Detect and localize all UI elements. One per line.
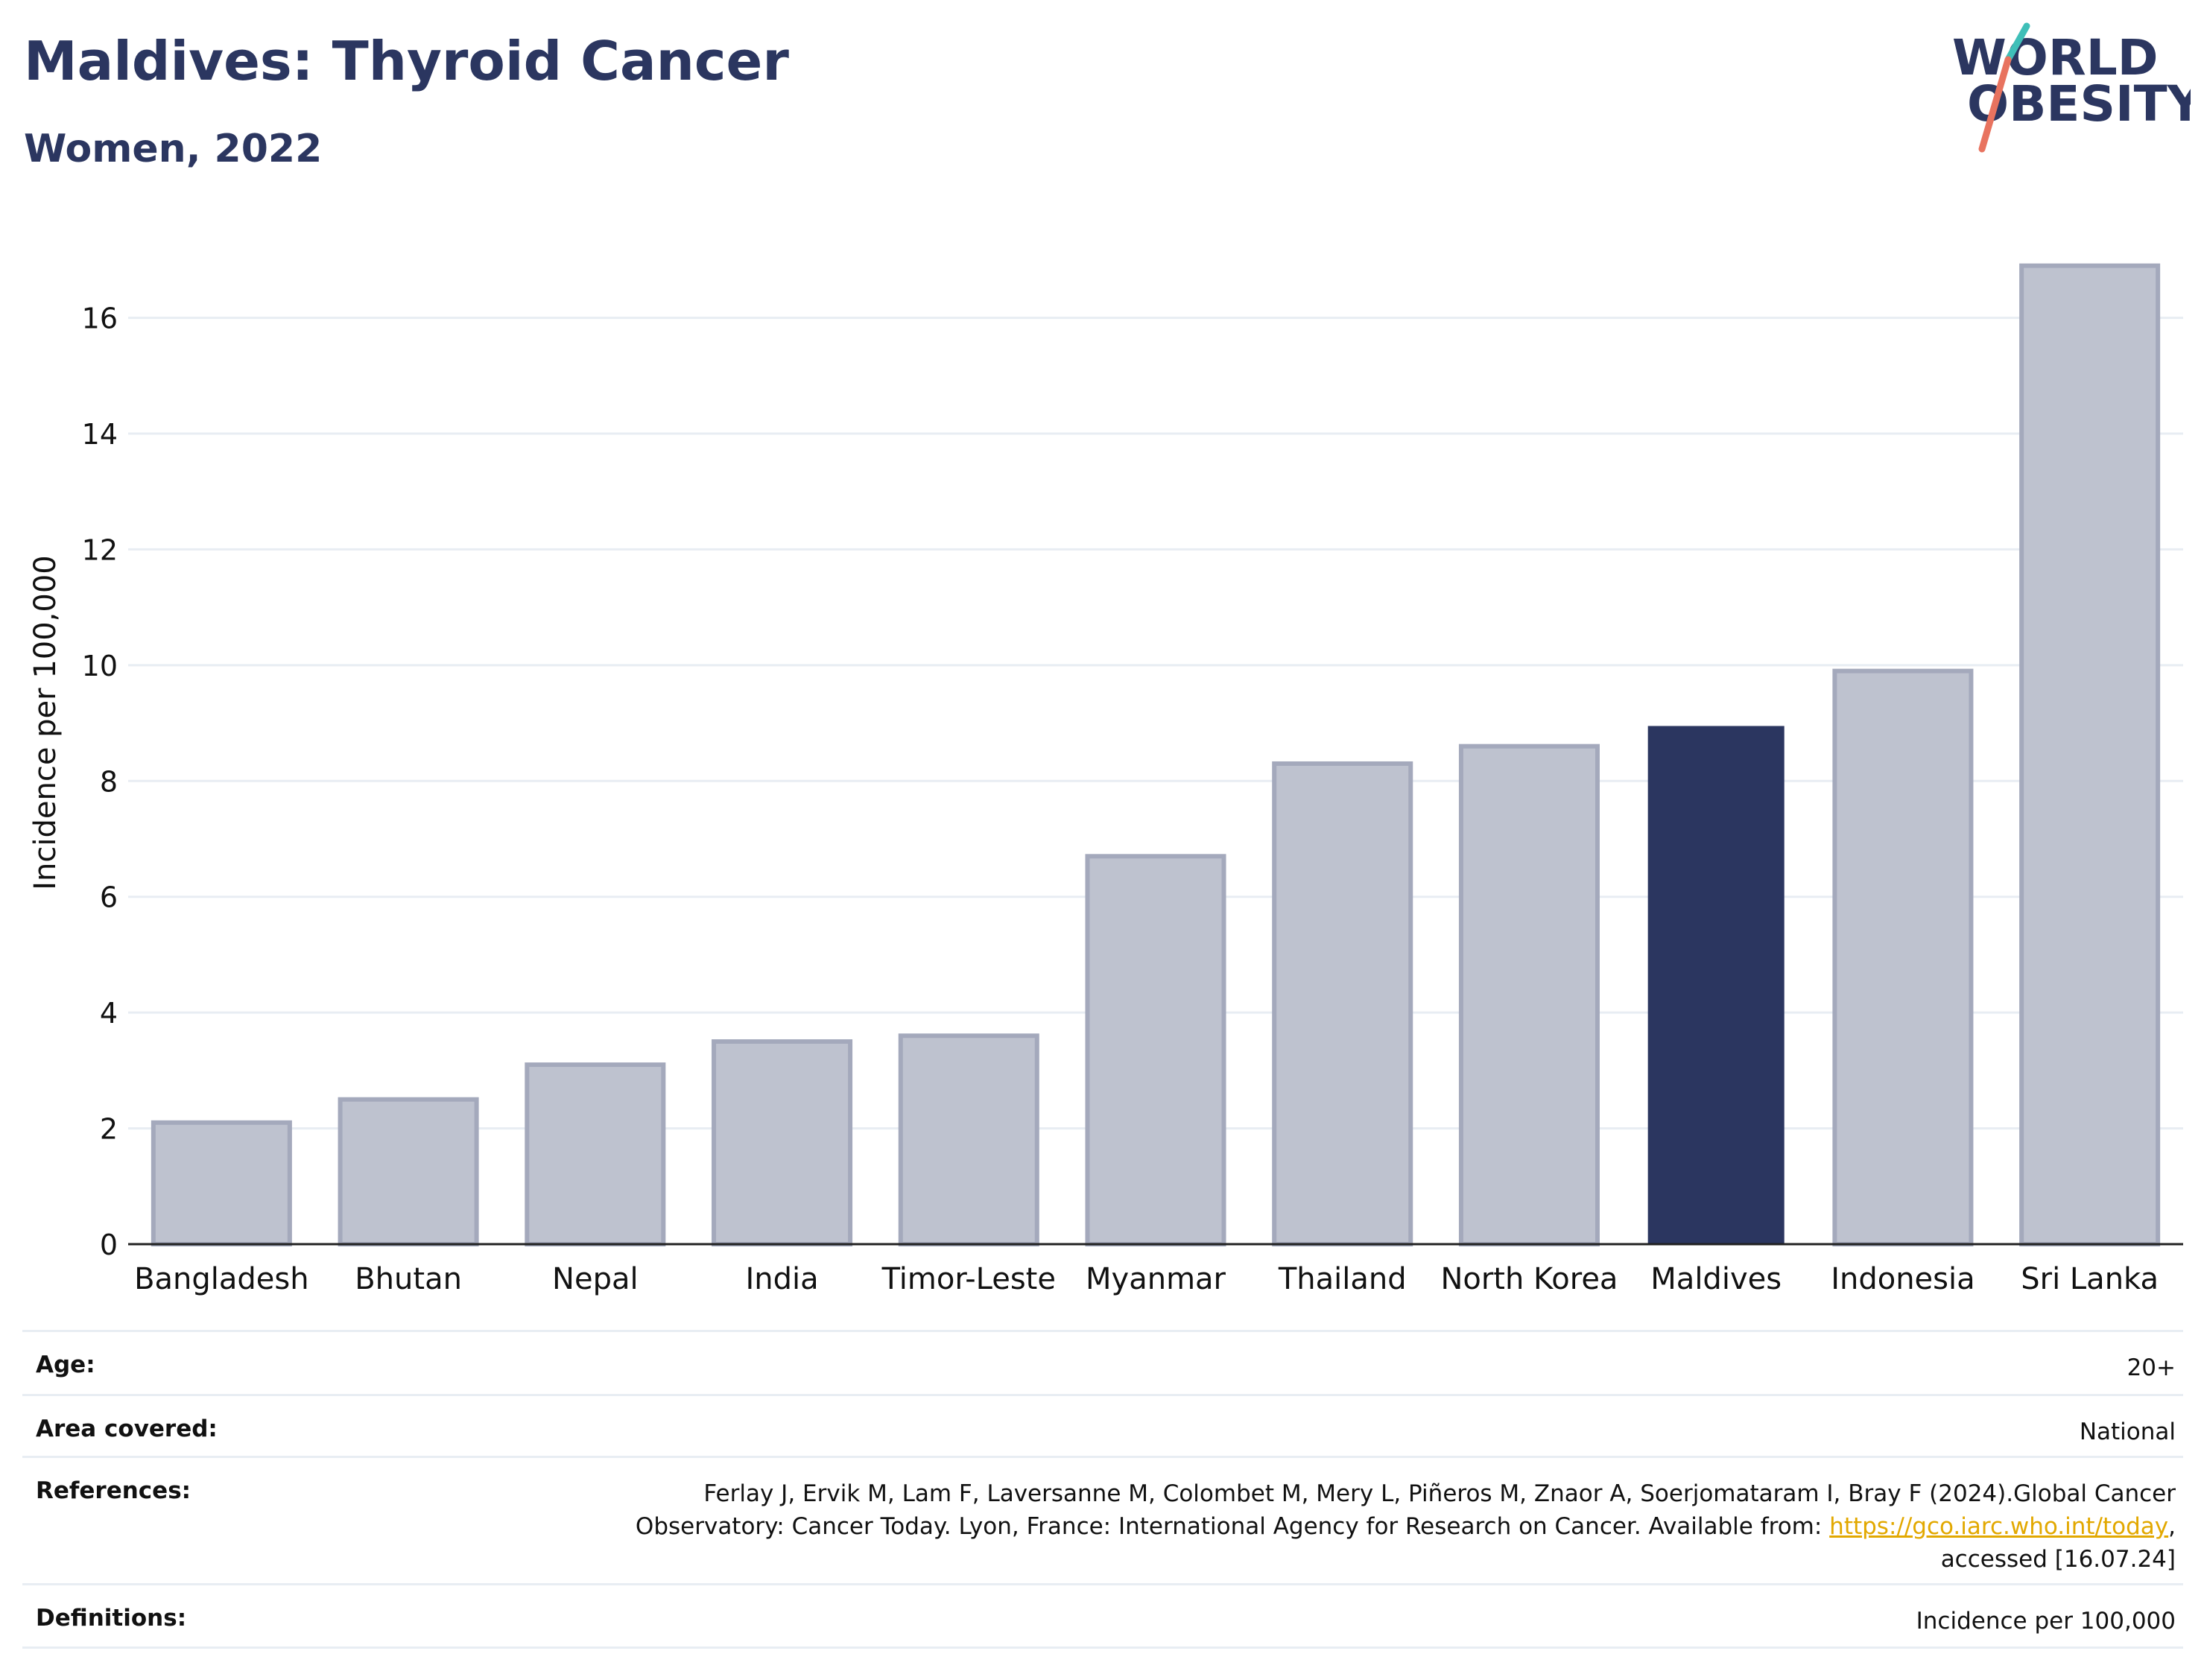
x-tick-label: Bhutan — [355, 1262, 462, 1296]
y-tick-label: 4 — [100, 997, 118, 1030]
meta-row-definitions: Definitions: Incidence per 100,000 — [22, 1583, 2183, 1649]
meta-label-area: Area covered: — [36, 1416, 218, 1442]
reference-line-2-end: , — [2168, 1513, 2176, 1540]
chart-subtitle: Women, 2022 — [24, 127, 323, 171]
y-tick-label: 10 — [82, 650, 118, 682]
bar-indonesia — [1832, 668, 1974, 1246]
logo-slash-top — [2004, 22, 2030, 63]
x-tick-label: India — [745, 1262, 818, 1296]
x-tick-label: Sri Lanka — [2021, 1262, 2159, 1296]
meta-row-references: References: Ferlay J, Ervik M, Lam F, La… — [22, 1456, 2183, 1583]
x-tick-label: Indonesia — [1831, 1262, 1975, 1296]
y-tick-label: 0 — [100, 1229, 118, 1261]
x-tick-label: Bangladesh — [134, 1262, 309, 1296]
meta-row-area: Area covered: National — [22, 1394, 2183, 1456]
bar-north-korea — [1458, 744, 1600, 1246]
meta-row-age: Age: 20+ — [22, 1330, 2183, 1394]
y-tick-label: 6 — [100, 881, 118, 914]
logo-text-world: WORLD — [1952, 29, 2159, 86]
meta-label-age: Age: — [36, 1351, 95, 1378]
chart-title: Maldives: Thyroid Cancer — [24, 30, 789, 92]
bar-myanmar — [1085, 854, 1226, 1247]
y-tick-label: 8 — [100, 765, 118, 798]
reference-line-2: Observatory: Cancer Today. Lyon, France:… — [636, 1510, 2176, 1543]
reference-line-3: accessed [16.07.24] — [1940, 1546, 2176, 1573]
meta-label-definitions: Definitions: — [36, 1605, 187, 1632]
meta-value-references: Ferlay J, Ervik M, Lam F, Laversanne M, … — [636, 1477, 2176, 1576]
bar-sri-lanka — [2019, 263, 2161, 1247]
bar-chart: 0 2 4 6 8 10 12 14 16 Bangladesh Bhutan Nepal India… — [28, 263, 2183, 1296]
x-tick-label: Timor-Leste — [881, 1262, 1056, 1296]
logo-text-obesity: OBESITY — [1967, 75, 2191, 133]
y-tick-label: 12 — [82, 533, 118, 566]
y-axis-label: Incidence per 100,000 — [28, 555, 63, 890]
meta-value-age: 20+ — [2127, 1354, 2176, 1381]
y-tick-label: 16 — [82, 302, 118, 335]
meta-value-area: National — [2079, 1419, 2176, 1445]
bar-india — [712, 1039, 853, 1246]
metadata-table: Age: 20+ Area covered: National Referenc… — [22, 1330, 2183, 1649]
x-tick-label: Maldives — [1650, 1262, 1782, 1296]
y-tick-label: 2 — [100, 1113, 118, 1146]
bar-bhutan — [338, 1097, 479, 1246]
logo-slash-bottom — [1978, 56, 2012, 153]
reference-line-1: Ferlay J, Ervik M, Lam F, Laversanne M, … — [703, 1480, 2176, 1507]
bar-timor-leste — [898, 1033, 1039, 1246]
y-tick-label: 14 — [82, 418, 118, 451]
world-obesity-logo: WORLD OBESITY — [1952, 22, 2191, 153]
reference-line-2-text: Observatory: Cancer Today. Lyon, France:… — [635, 1513, 1830, 1540]
y-tick-labels: 0 2 4 6 8 10 12 14 16 — [82, 302, 118, 1261]
x-tick-labels: Bangladesh Bhutan Nepal India Timor-Leste Mya… — [134, 1262, 2159, 1296]
x-tick-label: Thailand — [1278, 1262, 1407, 1296]
bars — [151, 263, 2161, 1247]
bar-nepal — [525, 1062, 666, 1246]
x-tick-label: Nepal — [552, 1262, 639, 1296]
reference-link[interactable]: https://gco.iarc.who.int/today — [1829, 1513, 2169, 1540]
bar-bangladesh — [151, 1120, 292, 1247]
meta-label-references: References: — [36, 1477, 191, 1504]
meta-value-definitions: Incidence per 100,000 — [1916, 1608, 2176, 1635]
x-tick-label: North Korea — [1440, 1262, 1618, 1296]
x-tick-label: Myanmar — [1086, 1262, 1226, 1296]
bar-thailand — [1272, 761, 1413, 1246]
bar-maldives — [1647, 726, 1785, 1244]
